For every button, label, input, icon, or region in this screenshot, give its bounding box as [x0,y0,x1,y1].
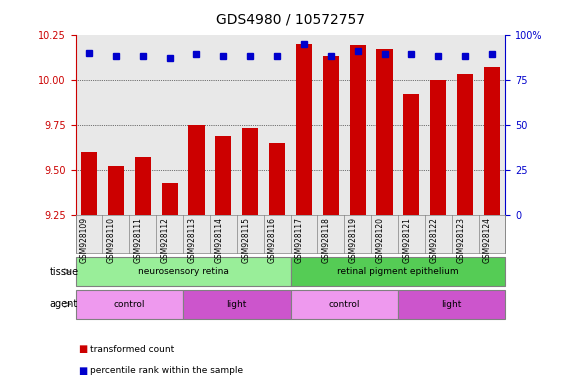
Text: light: light [442,300,462,309]
Bar [376,49,393,384]
Bar [322,56,339,384]
Bar [403,94,419,384]
Text: GSM928113: GSM928113 [188,217,196,263]
Text: GSM928110: GSM928110 [107,217,116,263]
Text: ■: ■ [78,344,88,354]
Text: GSM928109: GSM928109 [80,217,89,263]
Bar [188,125,205,384]
Text: retinal pigment epithelium: retinal pigment epithelium [337,267,459,276]
Text: transformed count: transformed count [90,345,174,354]
Text: light: light [227,300,247,309]
Bar [215,136,231,384]
Bar [484,67,500,384]
Text: control: control [328,300,360,309]
Bar [296,44,312,384]
Text: agent: agent [49,299,78,310]
Bar [162,182,178,384]
Bar [430,80,446,384]
Bar [269,143,285,384]
Text: GSM928122: GSM928122 [429,217,438,263]
Bar [350,45,365,384]
Text: tissue: tissue [49,266,78,277]
Text: GSM928123: GSM928123 [456,217,465,263]
Text: control: control [113,300,145,309]
Text: neurosensory retina: neurosensory retina [138,267,228,276]
Text: GSM928124: GSM928124 [483,217,492,263]
Text: GSM928121: GSM928121 [403,217,411,263]
Bar [108,166,124,384]
Bar [135,157,151,384]
Bar [457,74,473,384]
Text: GSM928115: GSM928115 [241,217,250,263]
Text: GSM928111: GSM928111 [134,217,143,263]
Text: GSM928118: GSM928118 [322,217,331,263]
Text: percentile rank within the sample: percentile rank within the sample [90,366,243,375]
Text: GSM928114: GSM928114 [214,217,223,263]
Text: GSM928116: GSM928116 [268,217,277,263]
Text: GSM928112: GSM928112 [160,217,170,263]
Bar [81,152,97,384]
Text: GDS4980 / 10572757: GDS4980 / 10572757 [216,13,365,27]
Text: ■: ■ [78,366,88,376]
Text: GSM928119: GSM928119 [349,217,358,263]
Text: GSM928117: GSM928117 [295,217,304,263]
Bar [242,128,258,384]
Text: GSM928120: GSM928120 [375,217,385,263]
